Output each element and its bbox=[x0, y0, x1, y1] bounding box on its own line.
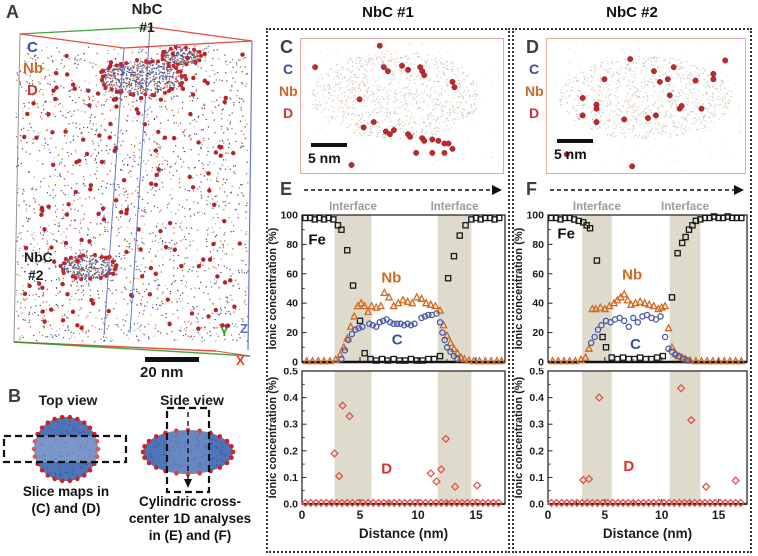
svg-text:80: 80 bbox=[286, 239, 298, 251]
group-nbc2: D C Nb D 5 nm F Interface Interface 0 20 40 6… bbox=[512, 28, 752, 553]
top-view-title: Top view bbox=[38, 392, 98, 408]
direction-arrow bbox=[304, 185, 502, 195]
svg-text:60: 60 bbox=[286, 268, 298, 280]
svg-text:20: 20 bbox=[286, 327, 298, 339]
legend-c-label: C bbox=[529, 61, 540, 77]
nbc2-label: NbC bbox=[24, 249, 53, 265]
panel-letter-e: E bbox=[280, 179, 293, 199]
caption-line: Cylindric cross- bbox=[138, 494, 242, 509]
svg-text:40: 40 bbox=[286, 298, 298, 310]
panel-a: A NbC #1 C Nb D NbC #2 Y Z X 20 nm bbox=[0, 0, 262, 385]
axis-y-label: Y bbox=[220, 324, 229, 339]
svg-text:100: 100 bbox=[280, 210, 298, 222]
scale-bar-5nm bbox=[557, 139, 593, 143]
direction-arrow bbox=[550, 185, 744, 195]
svg-text:Fe: Fe bbox=[308, 231, 326, 248]
nbc1-title: NbC bbox=[131, 1, 163, 18]
svg-text:0.0: 0.0 bbox=[283, 499, 298, 511]
legend-nb-label: Nb bbox=[525, 83, 544, 99]
concentration-chart-nbc1-bottom: 0.0 0.1 0.2 0.3 0.4 0.5 0 5 10 15 Distance (nm) Ion… bbox=[267, 368, 506, 541]
slice-map-nbc1-dots bbox=[300, 38, 503, 173]
scale-bar-5nm-label: 5 nm bbox=[554, 146, 587, 162]
caption-line: (C) and (D) bbox=[31, 501, 101, 516]
legend-c-label: C bbox=[27, 39, 38, 56]
svg-text:0.4: 0.4 bbox=[283, 392, 298, 404]
svg-text:Ionic concentration (%): Ionic concentration (%) bbox=[267, 227, 279, 349]
nbc2-number: #2 bbox=[28, 267, 44, 283]
axis-x-label: X bbox=[236, 353, 245, 368]
scale-bar-5nm bbox=[311, 143, 347, 147]
slice-map-nbc1: 5 nm bbox=[300, 38, 504, 174]
svg-text:10: 10 bbox=[411, 508, 425, 522]
svg-text:0: 0 bbox=[292, 357, 298, 369]
svg-text:5: 5 bbox=[357, 508, 364, 522]
group2-title: NbC #2 bbox=[606, 4, 658, 21]
panel-letter-b: B bbox=[8, 386, 21, 406]
svg-text:Interface: Interface bbox=[329, 201, 377, 213]
side-view-schematic bbox=[140, 406, 236, 494]
svg-text:C: C bbox=[392, 331, 403, 348]
panel-letter-c: C bbox=[280, 37, 293, 57]
svg-text:D: D bbox=[381, 460, 392, 477]
side-view-caption: Cylindric cross- center 1D analyses in (… bbox=[118, 493, 262, 544]
group-nbc1: C C Nb D 5 nm E Interface Interface 0 20 40 6… bbox=[266, 28, 510, 553]
panel-letter-f: F bbox=[526, 179, 537, 199]
top-view-schematic bbox=[2, 414, 128, 484]
scale-bar-20nm-label: 20 nm bbox=[140, 364, 184, 381]
caption-line: center 1D analyses bbox=[128, 511, 252, 526]
slice-map-nbc2: 5 nm bbox=[546, 38, 746, 174]
caption-line: Slice maps in bbox=[22, 484, 110, 499]
svg-text:0.2: 0.2 bbox=[283, 445, 298, 457]
svg-text:0.5: 0.5 bbox=[283, 368, 298, 378]
svg-text:Ionic concentration (%): Ionic concentration (%) bbox=[267, 376, 279, 498]
caption-line: in (E) and (F) bbox=[148, 528, 232, 543]
side-view-title: Side view bbox=[160, 392, 224, 408]
svg-text:Interface: Interface bbox=[431, 201, 479, 213]
group1-title: NbC #1 bbox=[362, 4, 414, 21]
axis-z-label: Z bbox=[240, 321, 248, 336]
svg-text:0: 0 bbox=[299, 508, 306, 522]
legend-nb-label: Nb bbox=[279, 83, 298, 99]
panel-letter-a: A bbox=[6, 2, 19, 22]
scale-bar-20nm bbox=[145, 357, 199, 362]
legend-d-label: D bbox=[529, 105, 540, 121]
scale-bar-5nm-label: 5 nm bbox=[308, 150, 341, 166]
top-view-caption: Slice maps in (C) and (D) bbox=[0, 483, 132, 517]
apt-3d-map bbox=[13, 26, 253, 357]
legend-c-label: C bbox=[283, 61, 294, 77]
panel-letter-d: D bbox=[526, 37, 539, 57]
legend-nb-label: Nb bbox=[23, 60, 43, 77]
legend-d-label: D bbox=[27, 82, 38, 99]
nbc1-number: #1 bbox=[139, 19, 155, 35]
legend-d-label: D bbox=[283, 105, 294, 121]
svg-text:15: 15 bbox=[469, 508, 483, 522]
svg-text:Distance (nm): Distance (nm) bbox=[359, 526, 448, 541]
slice-map-nbc2-dots bbox=[550, 39, 744, 173]
panel-b: B Top view Slice maps in (C) and (D) Sid… bbox=[0, 385, 262, 556]
svg-text:0.1: 0.1 bbox=[283, 472, 298, 484]
svg-text:0.3: 0.3 bbox=[283, 419, 298, 431]
svg-text:Nb: Nb bbox=[381, 270, 401, 287]
